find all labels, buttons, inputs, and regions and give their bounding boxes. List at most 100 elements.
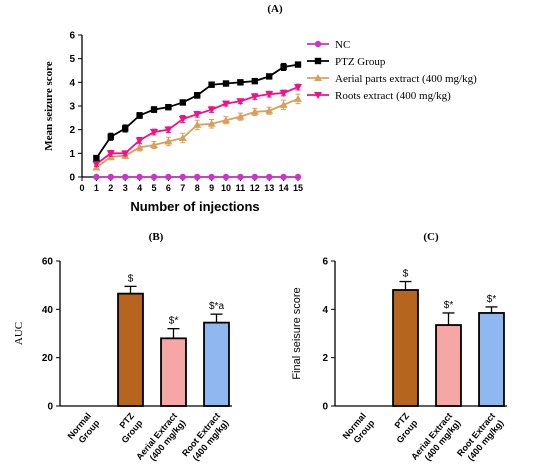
data-point xyxy=(92,160,101,168)
data-point xyxy=(121,150,130,158)
x-tick-label-a: 1 xyxy=(94,183,99,193)
panel-label: (B) xyxy=(149,231,164,243)
data-point xyxy=(314,57,322,65)
x-tick-label-a: 10 xyxy=(221,183,231,193)
category-label: Root Extract(400 mg/kg) xyxy=(455,411,505,465)
data-point xyxy=(194,173,201,181)
legend-entry: NC xyxy=(335,39,350,51)
data-point xyxy=(222,173,230,181)
series-line-1 xyxy=(93,61,302,162)
data-point xyxy=(179,173,186,181)
data-point xyxy=(208,81,215,88)
data-point xyxy=(193,120,202,128)
x-tick-label-a: 8 xyxy=(195,183,200,193)
y-tick-label: 2 xyxy=(322,353,328,364)
data-point xyxy=(222,116,230,124)
data-point xyxy=(222,100,230,108)
data-point xyxy=(236,112,245,120)
x-axis-label-a: Number of injections xyxy=(130,199,259,214)
significance-label: $ xyxy=(403,269,409,280)
y-tick-label: 4 xyxy=(322,305,328,316)
data-point xyxy=(208,173,215,181)
series-line-0 xyxy=(93,173,302,181)
data-point xyxy=(250,107,259,115)
data-point xyxy=(266,73,273,80)
data-point xyxy=(294,61,302,68)
bar xyxy=(117,292,144,407)
bar xyxy=(392,289,419,407)
data-point xyxy=(194,92,201,99)
y-tick-label: 20 xyxy=(42,353,54,364)
y-axis-label: AUC xyxy=(13,322,25,345)
category-label: Aerial Extract(400 mg/kg) xyxy=(134,411,187,469)
y-axis-label: Final seisure score xyxy=(291,287,303,379)
category-label: PTZGroup xyxy=(111,410,145,445)
y-tick-label-a: 1 xyxy=(69,149,75,160)
x-tick-label-a: 14 xyxy=(279,183,289,193)
data-point xyxy=(179,99,186,106)
y-tick-label-a: 3 xyxy=(69,102,75,113)
data-point xyxy=(265,106,274,114)
data-point xyxy=(178,116,187,124)
significance-label: $ xyxy=(128,273,134,284)
data-point xyxy=(236,98,245,106)
x-tick-label-a: 13 xyxy=(264,183,274,193)
data-point xyxy=(266,173,273,181)
y-tick-label: 0 xyxy=(322,402,328,413)
category-label: PTZGroup xyxy=(386,410,420,445)
y-tick-label: 40 xyxy=(42,305,54,316)
x-tick-label-a: 9 xyxy=(209,183,214,193)
significance-label: $* xyxy=(487,294,497,305)
data-point xyxy=(122,173,129,181)
data-point xyxy=(136,112,143,119)
x-tick-label-a: 2 xyxy=(108,183,113,193)
data-point xyxy=(251,173,258,181)
significance-label: $* xyxy=(169,316,179,327)
data-point xyxy=(265,91,274,99)
data-point xyxy=(93,154,100,162)
data-point xyxy=(250,93,259,101)
x-tick-label-a: 4 xyxy=(137,183,142,193)
data-point xyxy=(314,74,322,81)
series-line-2 xyxy=(92,93,302,171)
data-point xyxy=(193,111,202,119)
data-point xyxy=(150,106,158,113)
data-point xyxy=(237,173,244,181)
legend-entry: PTZ Group xyxy=(335,56,386,68)
category-label: NormalGroup xyxy=(65,410,101,448)
significance-label: $*a xyxy=(209,301,224,312)
bar xyxy=(160,337,187,407)
bar xyxy=(478,312,505,407)
x-tick-label-a: 5 xyxy=(151,183,156,193)
data-point xyxy=(251,77,258,85)
data-point xyxy=(150,173,158,181)
data-point xyxy=(294,94,302,102)
data-point xyxy=(280,63,287,71)
data-point xyxy=(93,173,100,181)
x-tick-label-a: 0 xyxy=(79,183,84,193)
bar-chart-c: (C) 0 2 4 6 Final seisure score NormalGroup $ PT… xyxy=(291,231,507,469)
data-point xyxy=(237,79,244,86)
legend-a: NC PTZ Group Aerial parts extract (400 mg/… xyxy=(307,39,477,102)
panel-label: (C) xyxy=(423,231,439,243)
x-tick-label-a: 15 xyxy=(293,183,303,193)
data-point xyxy=(314,40,322,48)
y-tick-label: 60 xyxy=(42,257,54,268)
x-tick-label-a: 11 xyxy=(236,183,246,193)
data-point xyxy=(165,173,172,181)
data-point xyxy=(106,150,115,158)
category-label: Aerial Extract(400 mg/kg) xyxy=(409,411,462,469)
y-tick-label-a: 4 xyxy=(69,78,75,89)
data-point xyxy=(207,119,216,127)
data-point xyxy=(178,133,187,141)
data-point xyxy=(207,106,216,114)
panel-label-a: (A) xyxy=(267,3,283,15)
y-tick-label: 6 xyxy=(322,257,328,268)
data-point xyxy=(164,126,173,134)
data-point xyxy=(122,125,129,132)
data-point xyxy=(150,129,158,137)
x-tick-label-a: 3 xyxy=(123,183,128,193)
data-point xyxy=(107,173,115,181)
